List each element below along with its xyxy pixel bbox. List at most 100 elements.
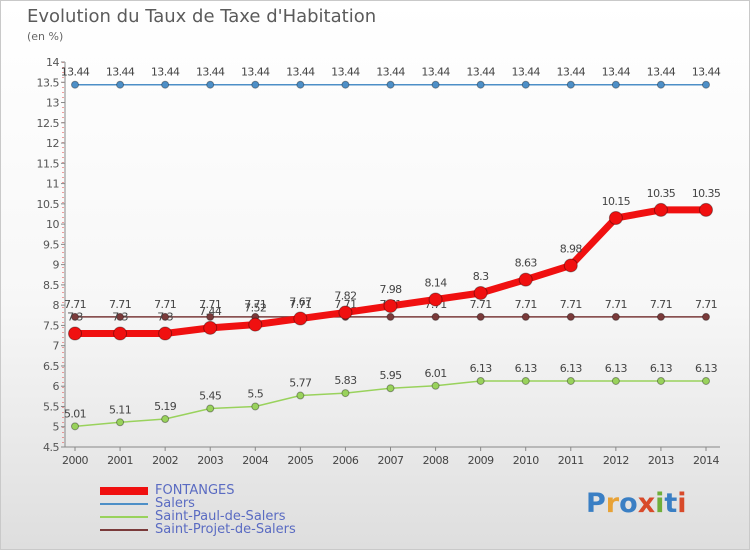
data-label-saint-paul-de-salers: 5.83: [334, 374, 357, 387]
x-tick-label: 2010: [513, 454, 539, 467]
data-point-saint-paul-de-salers: [566, 376, 575, 385]
data-point-fontanges: [653, 202, 668, 217]
data-point-saint-paul-de-salers: [71, 422, 79, 431]
data-label-salers: 13.44: [196, 66, 225, 79]
data-label-saint-paul-de-salers: 6.13: [560, 362, 583, 375]
logo-letter: r: [605, 488, 620, 519]
data-label-fontanges: 7.3: [112, 311, 128, 324]
data-label-saint-projet-de-salers: 7.71: [605, 298, 627, 311]
y-tick-label: 13.5: [37, 76, 60, 89]
x-tick-label: 2014: [693, 454, 719, 467]
data-point-salers: [251, 80, 260, 89]
data-point-saint-paul-de-salers: [386, 384, 395, 393]
data-point-salers: [431, 80, 440, 89]
data-label-saint-projet-de-salers: 7.71: [560, 298, 582, 311]
y-tick-label: 14: [46, 56, 59, 69]
data-point-fontanges: [473, 286, 488, 300]
data-point-saint-projet-de-salers: [431, 312, 440, 321]
y-tick-label: 9.5: [43, 238, 59, 251]
data-label-saint-paul-de-salers: 6.13: [650, 362, 673, 375]
data-point-fontanges: [113, 326, 128, 341]
logo-letter: x: [637, 488, 656, 519]
x-tick-label: 2002: [152, 454, 178, 467]
data-label-saint-paul-de-salers: 6.13: [470, 362, 493, 375]
data-label-fontanges: 7.52: [244, 302, 266, 315]
data-point-salers: [611, 80, 620, 89]
y-tick-label: 9: [53, 259, 60, 272]
data-label-salers: 13.44: [466, 66, 495, 79]
data-point-fontanges: [518, 272, 533, 287]
y-tick-label: 12: [46, 137, 59, 150]
data-point-salers: [116, 80, 125, 89]
logo-letter: t: [664, 488, 678, 519]
y-tick-label: 8: [53, 299, 60, 312]
data-label-saint-paul-de-salers: 6.01: [425, 367, 447, 380]
data-label-saint-projet-de-salers: 7.71: [64, 298, 86, 311]
logo-letter: i: [677, 488, 687, 519]
y-tick-label: 11.5: [37, 157, 60, 170]
x-tick-label: 2009: [468, 454, 494, 467]
data-label-saint-paul-de-salers: 5.19: [154, 400, 177, 413]
data-point-salers: [521, 80, 530, 89]
legend-label-saint-projet: Saint-Projet-de-Salers: [155, 522, 296, 537]
data-point-saint-paul-de-salers: [431, 381, 440, 390]
data-label-salers: 13.44: [106, 66, 135, 79]
data-label-salers: 13.44: [692, 66, 721, 79]
data-label-saint-paul-de-salers: 6.13: [605, 362, 628, 375]
x-tick-label: 2001: [107, 454, 133, 467]
x-tick-label: 2012: [603, 454, 629, 467]
data-point-salers: [476, 80, 485, 89]
data-label-fontanges: 7.67: [289, 296, 312, 309]
data-label-fontanges: 10.35: [647, 187, 676, 200]
data-point-salers: [386, 80, 395, 89]
data-label-saint-projet-de-salers: 7.71: [334, 298, 356, 311]
logo-letter: o: [619, 488, 638, 519]
data-point-saint-projet-de-salers: [161, 312, 170, 321]
data-point-saint-paul-de-salers: [341, 389, 350, 398]
data-label-salers: 13.44: [331, 66, 360, 79]
y-tick-label: 7.5: [43, 319, 59, 332]
data-point-saint-projet-de-salers: [206, 312, 215, 321]
y-tick-label: 11: [46, 178, 59, 191]
data-point-saint-paul-de-salers: [251, 402, 260, 411]
data-point-saint-paul-de-salers: [161, 415, 170, 424]
logo-letter: P: [586, 488, 606, 519]
data-label-saint-projet-de-salers: 7.71: [289, 298, 311, 311]
legend-swatch-salers: [100, 503, 148, 505]
y-tick-label: 12.5: [37, 117, 60, 130]
data-point-fontanges: [428, 292, 443, 307]
data-label-saint-paul-de-salers: 5.11: [109, 403, 131, 416]
data-label-salers: 13.44: [511, 66, 540, 79]
x-tick-label: 2000: [62, 454, 88, 467]
data-point-saint-projet-de-salers: [702, 312, 710, 321]
data-label-fontanges: 7.44: [199, 305, 222, 318]
data-point-saint-paul-de-salers: [702, 376, 710, 385]
data-point-saint-projet-de-salers: [611, 312, 620, 321]
data-label-saint-projet-de-salers: 7.71: [650, 298, 672, 311]
y-tick-label: 6: [53, 380, 60, 393]
data-label-saint-paul-de-salers: 5.77: [289, 377, 312, 390]
chart-title: Evolution du Taux de Taxe d'Habitation: [27, 6, 377, 27]
legend-swatch-saint-paul: [100, 516, 148, 518]
data-label-salers: 13.44: [151, 66, 180, 79]
data-label-saint-paul-de-salers: 5.95: [379, 369, 402, 382]
data-point-saint-paul-de-salers: [521, 376, 530, 385]
data-point-salers: [161, 80, 170, 89]
x-tick-label: 2013: [648, 454, 674, 467]
y-tick-label: 5: [53, 421, 60, 434]
data-label-salers: 13.44: [557, 66, 586, 79]
data-label-fontanges: 8.3: [473, 270, 489, 283]
legend-label-salers: Salers: [155, 496, 195, 511]
data-point-saint-paul-de-salers: [656, 376, 665, 385]
data-label-salers: 13.44: [286, 66, 315, 79]
legend-label-fontanges: FONTANGES: [155, 483, 235, 498]
data-label-salers: 13.44: [647, 66, 676, 79]
data-point-salers: [341, 80, 350, 89]
data-label-saint-paul-de-salers: 5.45: [199, 390, 222, 403]
data-label-saint-projet-de-salers: 7.71: [199, 298, 221, 311]
data-label-salers: 13.44: [602, 66, 631, 79]
data-label-salers: 13.44: [241, 66, 270, 79]
data-point-saint-projet-de-salers: [71, 312, 79, 321]
data-point-salers: [206, 80, 215, 89]
